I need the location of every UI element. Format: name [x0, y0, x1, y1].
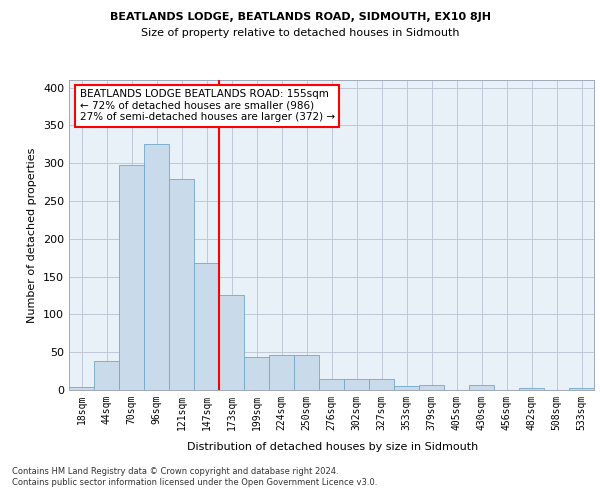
Text: BEATLANDS LODGE, BEATLANDS ROAD, SIDMOUTH, EX10 8JH: BEATLANDS LODGE, BEATLANDS ROAD, SIDMOUT…: [110, 12, 491, 22]
Y-axis label: Number of detached properties: Number of detached properties: [28, 148, 37, 322]
Text: BEATLANDS LODGE BEATLANDS ROAD: 155sqm
← 72% of detached houses are smaller (986: BEATLANDS LODGE BEATLANDS ROAD: 155sqm ←…: [79, 90, 335, 122]
Bar: [119, 166, 144, 390]
Bar: [369, 378, 394, 390]
Bar: [419, 386, 444, 390]
Bar: [94, 362, 119, 390]
Bar: [469, 386, 494, 390]
Bar: [144, 144, 169, 390]
Bar: [394, 386, 419, 390]
Bar: [269, 355, 294, 390]
Bar: [344, 378, 369, 390]
Text: Distribution of detached houses by size in Sidmouth: Distribution of detached houses by size …: [187, 442, 479, 452]
Bar: [569, 388, 594, 390]
Bar: [244, 356, 269, 390]
Text: Contains HM Land Registry data © Crown copyright and database right 2024.
Contai: Contains HM Land Registry data © Crown c…: [12, 468, 377, 487]
Text: Size of property relative to detached houses in Sidmouth: Size of property relative to detached ho…: [141, 28, 459, 38]
Bar: [319, 378, 344, 390]
Bar: [69, 387, 94, 390]
Bar: [519, 388, 544, 390]
Bar: [169, 179, 194, 390]
Bar: [294, 355, 319, 390]
Bar: [219, 296, 244, 390]
Bar: [194, 263, 219, 390]
